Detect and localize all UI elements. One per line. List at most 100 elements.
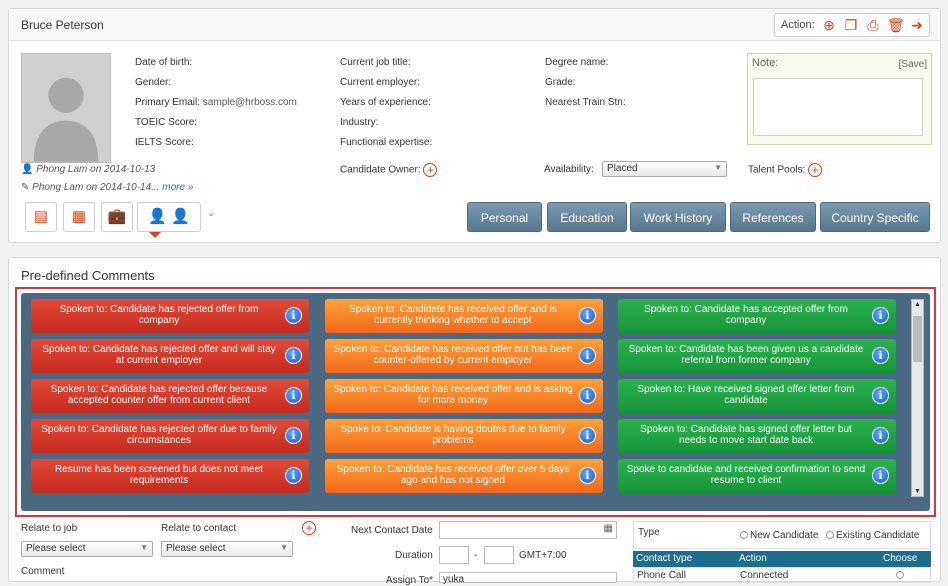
timezone-label: GMT+7:00 xyxy=(519,550,567,561)
add-talent-pool-icon[interactable]: + xyxy=(808,163,823,177)
comments-title: Pre-defined Comments xyxy=(21,268,155,283)
assign-user-icon[interactable]: ➜ xyxy=(911,17,923,33)
tab-country-specific[interactable]: Country Specific xyxy=(820,202,930,232)
comment-red-1[interactable]: Spoken to: Candidate has rejected offer … xyxy=(31,299,309,333)
delete-icon[interactable]: 🗑 xyxy=(887,17,905,33)
type-existing-candidate-radio[interactable]: Existing Candidate xyxy=(826,530,919,541)
next-contact-input[interactable]: ▦ xyxy=(439,521,617,539)
info-icon: i xyxy=(872,307,889,324)
comment-orange-4[interactable]: Spoke to: Candidate is having doubts due… xyxy=(325,419,603,453)
view-summary-button[interactable]: ▤ xyxy=(25,202,57,232)
candidate-owner: Candidate Owner: + xyxy=(340,163,438,177)
comments-scrollbar[interactable]: ▲ ▼ xyxy=(911,299,924,497)
tab-education[interactable]: Education xyxy=(547,202,627,232)
radio-icon xyxy=(826,531,834,540)
note-box: Note: [Save] xyxy=(747,53,932,145)
tab-work-history[interactable]: Work History xyxy=(630,202,726,232)
comment-red-3[interactable]: Spoken to: Candidate has rejected offer … xyxy=(31,379,309,413)
comment-green-1[interactable]: Spoken to: Candidate has accepted offer … xyxy=(618,299,896,333)
comment-red-2[interactable]: Spoken to: Candidate has rejected offer … xyxy=(31,339,309,373)
comment-green-2[interactable]: Spoken to: Candidate has been given us a… xyxy=(618,339,896,373)
more-link[interactable]: more » xyxy=(162,182,194,193)
availability-label: Availability: xyxy=(544,164,594,175)
availability-select[interactable]: Placed ▼ xyxy=(602,161,727,177)
radio-icon xyxy=(740,531,748,540)
predefined-comments-frame: Spoken to: Candidate has rejected offer … xyxy=(15,287,936,517)
info-icon: i xyxy=(579,427,596,444)
tab-personal[interactable]: Personal xyxy=(467,202,542,232)
toeic-field: TOEIC Score: xyxy=(135,117,198,128)
gender-field: Gender: xyxy=(135,77,172,88)
chevron-down-icon: ▼ xyxy=(714,163,722,172)
info-icon: i xyxy=(285,307,302,324)
type-new-candidate-radio[interactable]: New Candidate xyxy=(740,530,818,541)
tab-references[interactable]: References xyxy=(730,202,816,232)
next-contact-label: Next Contact Date xyxy=(351,525,433,536)
comment-orange-3[interactable]: Spoken to: Candidate has received offer … xyxy=(325,379,603,413)
duration-start-input[interactable] xyxy=(439,546,469,564)
print-icon[interactable]: ⎙ xyxy=(867,17,879,33)
duration-end-input[interactable] xyxy=(484,546,514,564)
info-icon: i xyxy=(579,387,596,404)
degree-field: Degree name: xyxy=(545,57,609,68)
duration-label: Duration xyxy=(395,550,433,561)
dob-field: Date of birth: xyxy=(135,57,193,68)
experience-field: Years of experience: xyxy=(340,97,431,108)
type-row: Type New Candidate Existing Candidate xyxy=(633,521,931,549)
candidate-name: Bruce Peterson xyxy=(21,18,104,32)
copy-icon[interactable]: ❐ xyxy=(844,17,858,33)
relate-contact-label: Relate to contact xyxy=(161,523,237,534)
info-icon: i xyxy=(285,347,302,364)
profile-header: Bruce Peterson Action: ⊕ ❐ ⎙ 🗑 ➜ xyxy=(9,9,940,41)
info-icon: i xyxy=(872,427,889,444)
scroll-thumb[interactable] xyxy=(913,316,922,362)
briefcase-icon: 💼 xyxy=(107,208,127,225)
note-title: Note: xyxy=(752,57,779,69)
chevron-down-icon: ▼ xyxy=(140,543,148,552)
add-owner-icon[interactable]: + xyxy=(423,163,438,177)
train-station-field: Nearest Train Stn: xyxy=(545,97,626,108)
assign-to-label: Assign To* xyxy=(386,575,434,586)
info-icon: i xyxy=(872,467,889,484)
scroll-up-icon: ▲ xyxy=(914,301,921,308)
note-textarea[interactable] xyxy=(753,78,923,136)
comment-green-3[interactable]: Spoken to: Have received signed offer le… xyxy=(618,379,896,413)
relate-job-select[interactable]: Please select ▼ xyxy=(21,541,153,557)
comment-green-5[interactable]: Spoke to candidate and received confirma… xyxy=(618,459,896,493)
info-icon: i xyxy=(872,347,889,364)
info-icon: i xyxy=(579,307,596,324)
relate-contact-select[interactable]: Please select ▼ xyxy=(161,541,293,557)
view-contacts-button[interactable]: 👤 👤 xyxy=(137,202,201,232)
add-icon[interactable]: ⊕ xyxy=(823,17,835,33)
comments-panel: Pre-defined Comments Spoken to: Candidat… xyxy=(8,257,941,586)
industry-field: Industry: xyxy=(340,117,379,128)
comment-green-4[interactable]: Spoken to: Candidate has signed offer le… xyxy=(618,419,896,453)
add-contact-icon[interactable]: + xyxy=(302,521,316,535)
comment-red-5[interactable]: Resume has been screened but does not me… xyxy=(31,459,309,493)
info-icon: i xyxy=(579,347,596,364)
person-grey-icon: 👤 xyxy=(171,208,190,225)
action-toolbar: Action: ⊕ ❐ ⎙ 🗑 ➜ xyxy=(774,13,930,37)
info-icon: i xyxy=(285,427,302,444)
row-contact-type: Phone Call xyxy=(637,570,686,581)
info-icon: i xyxy=(285,467,302,484)
candidate-photo xyxy=(21,53,111,163)
comment-orange-5[interactable]: Spoken to: Candidate has received offer … xyxy=(325,459,603,493)
choose-radio[interactable] xyxy=(896,571,904,579)
employer-field: Current employer: xyxy=(340,77,421,88)
expertise-field: Functional expertise: xyxy=(340,137,433,148)
duration-separator: - xyxy=(474,550,478,561)
edited-by: ✎ Phong Lam on 2014-10-14... more » xyxy=(21,182,194,193)
note-save-link[interactable]: [Save] xyxy=(898,59,927,70)
comment-orange-1[interactable]: Spoken to: Candidate has received offer … xyxy=(325,299,603,333)
expand-chevron-icon[interactable]: ⌄ xyxy=(207,208,216,219)
assign-to-input[interactable]: yuka xyxy=(439,572,617,585)
talent-pools: Talent Pools: + xyxy=(748,163,823,177)
view-resume-button[interactable]: ▦ xyxy=(63,202,95,232)
active-tab-caret xyxy=(149,232,161,238)
comment-orange-2[interactable]: Spoken to: Candidate has received offer … xyxy=(325,339,603,373)
type-label: Type xyxy=(638,527,660,538)
view-jobs-button[interactable]: 💼 xyxy=(101,202,133,232)
info-icon: i xyxy=(579,467,596,484)
comment-red-4[interactable]: Spoken to: Candidate has rejected offer … xyxy=(31,419,309,453)
